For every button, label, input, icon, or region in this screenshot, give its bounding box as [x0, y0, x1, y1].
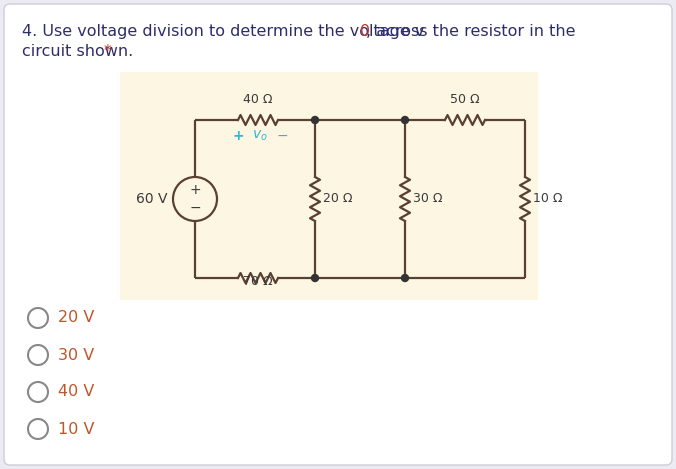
Text: 30 V: 30 V: [58, 348, 94, 363]
Circle shape: [312, 274, 318, 281]
Text: , across the resistor in the: , across the resistor in the: [366, 24, 575, 39]
Circle shape: [28, 382, 48, 402]
Text: −: −: [189, 201, 201, 215]
Text: 60 V: 60 V: [135, 192, 167, 206]
FancyBboxPatch shape: [120, 72, 538, 300]
Text: −: −: [276, 129, 288, 143]
Circle shape: [402, 274, 408, 281]
Text: 70 Ω: 70 Ω: [243, 275, 273, 288]
Circle shape: [28, 308, 48, 328]
Text: 50 Ω: 50 Ω: [450, 93, 480, 106]
Circle shape: [173, 177, 217, 221]
Text: 20 Ω: 20 Ω: [323, 192, 352, 205]
Text: 4. Use voltage division to determine the voltage v: 4. Use voltage division to determine the…: [22, 24, 425, 39]
Circle shape: [402, 116, 408, 123]
Text: 30 Ω: 30 Ω: [413, 192, 443, 205]
Text: 40 V: 40 V: [58, 385, 95, 400]
Circle shape: [312, 116, 318, 123]
Text: +: +: [232, 129, 244, 143]
Circle shape: [28, 419, 48, 439]
Circle shape: [28, 345, 48, 365]
Text: +: +: [189, 183, 201, 197]
FancyBboxPatch shape: [4, 4, 672, 465]
Text: $v_o$: $v_o$: [252, 129, 268, 143]
Text: 0: 0: [360, 24, 370, 39]
Text: 20 V: 20 V: [58, 310, 95, 325]
Text: circuit shown.: circuit shown.: [22, 44, 139, 59]
Text: 10 Ω: 10 Ω: [533, 192, 562, 205]
Text: 40 Ω: 40 Ω: [243, 93, 272, 106]
Text: *: *: [104, 44, 112, 59]
Text: 10 V: 10 V: [58, 422, 95, 437]
